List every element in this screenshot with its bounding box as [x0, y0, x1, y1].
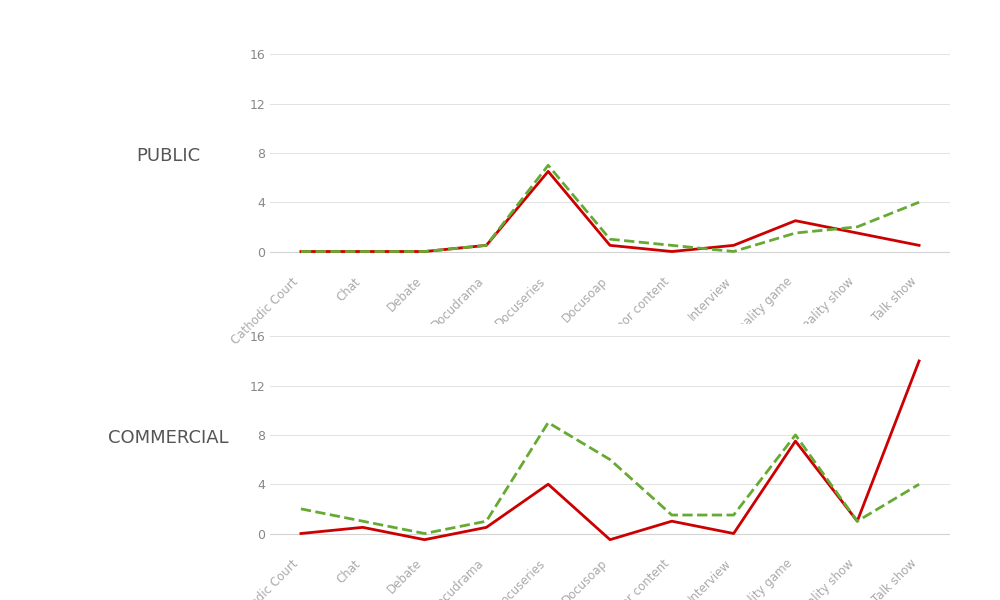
Legend: Spain, Europe: Spain, Europe [518, 382, 702, 405]
Text: COMMERCIAL: COMMERCIAL [108, 429, 228, 447]
Text: PUBLIC: PUBLIC [136, 147, 200, 165]
